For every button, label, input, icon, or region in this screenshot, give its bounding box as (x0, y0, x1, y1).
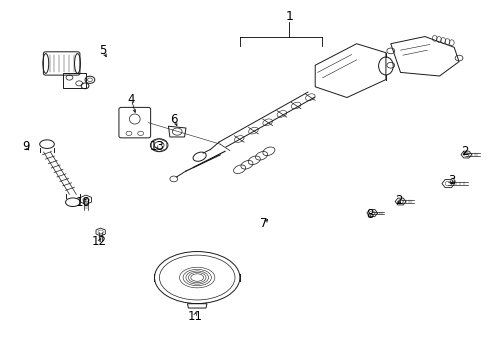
Text: 11: 11 (187, 310, 202, 323)
Text: 4: 4 (127, 93, 135, 106)
Text: 3: 3 (447, 174, 454, 187)
Text: 5: 5 (99, 44, 106, 57)
Text: 2: 2 (394, 194, 402, 207)
Text: 7: 7 (260, 217, 267, 230)
Text: 13: 13 (149, 140, 164, 153)
Text: 12: 12 (92, 235, 106, 248)
Text: 6: 6 (170, 113, 177, 126)
Text: 10: 10 (76, 196, 91, 209)
Text: 1: 1 (285, 10, 293, 23)
Text: 2: 2 (460, 145, 468, 158)
Text: 8: 8 (366, 208, 373, 221)
Text: 9: 9 (22, 140, 30, 153)
